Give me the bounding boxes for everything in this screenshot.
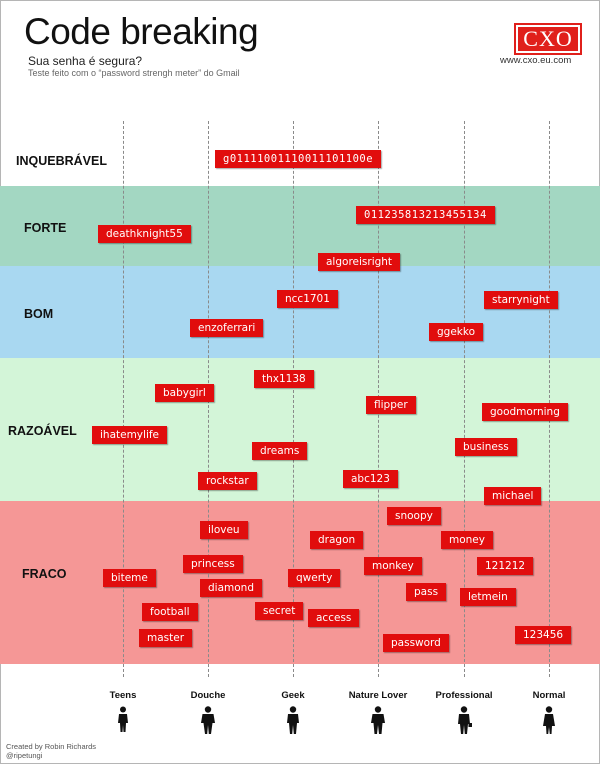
password-tag: algoreisright <box>318 253 401 271</box>
password-tag: 123456 <box>515 626 572 644</box>
band-bom <box>0 266 600 358</box>
password-tag: flipper <box>366 396 416 414</box>
credit-handle: @ripetungi <box>6 751 43 760</box>
password-tag: letmein <box>460 588 516 606</box>
password-tag: rockstar <box>198 472 257 490</box>
axis-line-geek <box>293 121 294 677</box>
page-note: Teste feito com o “password strengh mete… <box>28 68 240 78</box>
password-tag: biteme <box>103 569 156 587</box>
password-tag: enzoferrari <box>190 319 264 337</box>
axis-line-teens <box>123 121 124 677</box>
axis-label-douche: Douche <box>190 690 226 701</box>
password-tag: dragon <box>310 531 364 549</box>
password-tag: snoopy <box>387 507 441 525</box>
axis-label-normal: Normal <box>532 690 566 701</box>
password-tag: ihatemylife <box>92 426 168 444</box>
axis-label-teens: Teens <box>109 690 137 701</box>
band-label-fraco: FRACO <box>22 567 67 581</box>
password-tag: secret <box>255 602 304 620</box>
password-tag: ggekko <box>429 323 484 341</box>
password-tag: goodmorning <box>482 403 568 421</box>
axis-label-geek: Geek <box>281 690 305 701</box>
password-tag: thx1138 <box>254 370 314 388</box>
password-tag: football <box>142 603 198 621</box>
password-tag: business <box>455 438 517 456</box>
password-tag: iloveu <box>200 521 248 539</box>
page-title: Code breaking <box>24 11 259 52</box>
geek-figure-icon <box>287 706 299 734</box>
password-tag: dreams <box>252 442 308 460</box>
password-tag: access <box>308 609 360 627</box>
password-tag: abc123 <box>343 470 398 488</box>
password-tag: princess <box>183 555 243 573</box>
password-tag: deathknight55 <box>98 225 191 243</box>
password-tag: g01111001110011101100e <box>215 150 382 168</box>
password-tag: 121212 <box>477 557 534 575</box>
password-tag: qwerty <box>288 569 341 587</box>
password-tag: diamond <box>200 579 262 597</box>
password-tag: michael <box>484 487 542 505</box>
password-tag: babygirl <box>155 384 214 402</box>
axis-line-professional <box>464 121 465 677</box>
band-label-forte: FORTE <box>24 221 67 235</box>
douche-figure-icon <box>201 706 215 734</box>
axis-label-professional: Professional <box>435 690 493 701</box>
password-tag: ncc1701 <box>277 290 338 308</box>
normal-figure-icon <box>543 706 555 734</box>
axis-line-normal <box>549 121 550 677</box>
axis-label-nature-lover: Nature Lover <box>348 690 408 701</box>
password-tag: pass <box>406 583 447 601</box>
password-tag: 011235813213455134 <box>356 206 495 224</box>
credit-author: Created by Robin Richards <box>6 742 97 751</box>
site-url: www.cxo.eu.com <box>500 55 572 66</box>
band-label-inquebravel: INQUEBRÁVEL <box>16 154 107 168</box>
password-tag: starrynight <box>484 291 558 309</box>
password-tag: monkey <box>364 557 422 575</box>
band-label-bom: BOM <box>24 307 54 321</box>
cxo-logo: CXO <box>514 23 582 55</box>
password-tag: money <box>441 531 493 549</box>
page-subtitle: Sua senha é segura? <box>28 54 143 68</box>
professional-figure-icon <box>458 706 472 734</box>
nature-lover-figure-icon <box>371 706 385 734</box>
teen-figure-icon <box>118 706 128 732</box>
band-forte <box>0 186 600 266</box>
password-tag: master <box>139 629 193 647</box>
password-tag: password <box>383 634 449 652</box>
band-label-razoavel: RAZOÁVEL <box>8 424 77 438</box>
